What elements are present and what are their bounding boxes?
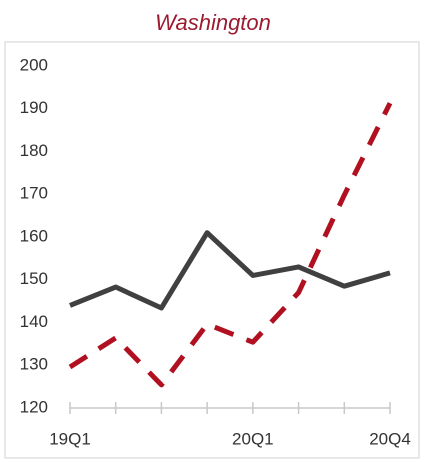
chart-title: Washington: [155, 10, 271, 35]
y-tick-label: 170: [20, 184, 48, 203]
y-tick-label: 180: [20, 141, 48, 160]
y-tick-label: 190: [20, 98, 48, 117]
x-tick-label: 20Q4: [369, 429, 411, 448]
y-tick-label: 120: [20, 397, 48, 416]
y-tick-label: 160: [20, 226, 48, 245]
series-line: [69, 230, 391, 311]
y-tick-label: 130: [20, 355, 48, 374]
x-tick-label: 19Q1: [49, 429, 91, 448]
x-tick-label: 20Q1: [232, 429, 274, 448]
series-line: [68, 102, 393, 388]
chart-frame: [4, 41, 420, 459]
y-tick-label: 150: [20, 269, 48, 288]
y-tick-label: 140: [20, 312, 48, 331]
y-tick-label: 200: [20, 55, 48, 74]
